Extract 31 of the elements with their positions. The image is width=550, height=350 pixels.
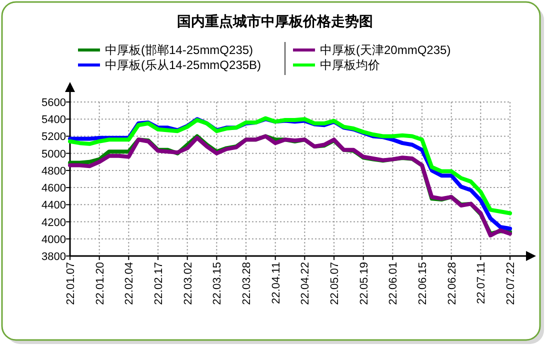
y-tick-label: 5400	[42, 114, 66, 126]
legend-label: 中厚板均价	[320, 58, 380, 72]
y-tick-label: 4000	[42, 234, 66, 246]
x-tick-label: 22.03.15	[212, 262, 224, 305]
x-tick-label: 22.06.15	[417, 262, 429, 305]
legend-label: 中厚板(乐从14-25mmQ235B)	[105, 58, 262, 72]
x-tick-label: 22.06.28	[446, 262, 458, 305]
x-tick-label: 22.04.22	[300, 262, 312, 305]
y-tick-label: 5200	[42, 131, 66, 144]
x-tick-label: 22.07.11	[476, 262, 488, 304]
y-tick-label: 3800	[42, 251, 66, 263]
x-tick-label: 22.07.22	[505, 262, 517, 305]
x-tick-label: 22.02.04	[124, 262, 136, 305]
x-tick-label: 22.03.02	[182, 262, 194, 305]
y-tick-label: 5600	[42, 97, 66, 109]
x-tick-label: 22.04.11	[270, 262, 282, 304]
y-tick-label: 4400	[42, 200, 66, 212]
x-tick-label: 22.02.17	[153, 262, 165, 305]
y-tick-label: 4200	[42, 216, 66, 229]
chart-title: 国内重点城市中厚板价格走势图	[177, 13, 373, 29]
legend-label: 中厚板(邯郸14-25mmQ235)	[105, 43, 254, 57]
y-tick-label: 4800	[42, 165, 66, 178]
legend-label: 中厚板(天津20mmQ235)	[320, 43, 451, 57]
x-tick-label: 22.05.19	[358, 262, 370, 305]
y-tick-label: 4600	[42, 182, 66, 195]
x-tick-label: 22.01.07	[65, 262, 77, 305]
x-tick-label: 22.05.07	[329, 262, 341, 305]
x-tick-label: 22.01.20	[94, 262, 106, 305]
y-tick-label: 5000	[42, 148, 66, 160]
x-tick-label: 22.03.28	[241, 262, 253, 305]
x-tick-label: 22.06.01	[388, 262, 400, 305]
